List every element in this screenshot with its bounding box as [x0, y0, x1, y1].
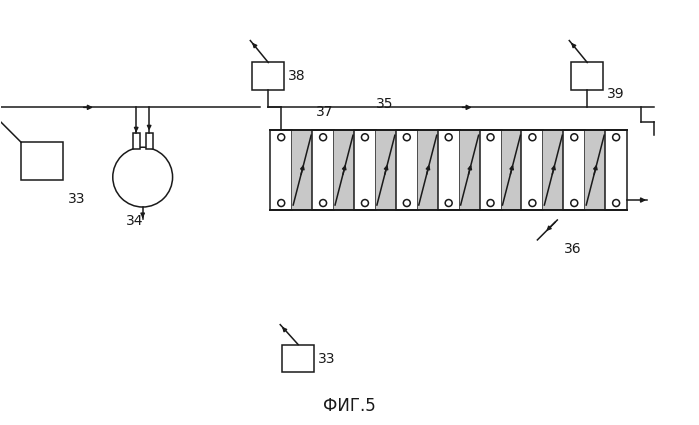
Text: 33: 33 — [68, 192, 85, 206]
Bar — [282, 345, 314, 372]
Bar — [334, 130, 354, 210]
Text: 33: 33 — [318, 351, 336, 366]
Text: 36: 36 — [564, 242, 582, 256]
Bar — [21, 142, 63, 180]
Bar — [571, 62, 603, 91]
Bar — [145, 133, 152, 149]
Bar — [271, 130, 292, 210]
Bar — [418, 130, 438, 210]
Bar — [354, 130, 376, 210]
Bar — [543, 130, 563, 210]
Text: 34: 34 — [126, 214, 143, 228]
Bar — [501, 130, 521, 210]
Bar — [585, 130, 605, 210]
Bar — [252, 62, 284, 91]
Bar — [563, 130, 585, 210]
Bar — [292, 130, 312, 210]
Text: 38: 38 — [288, 69, 306, 83]
Bar — [521, 130, 543, 210]
Bar — [460, 130, 480, 210]
Text: ФИГ.5: ФИГ.5 — [323, 397, 376, 415]
Bar — [438, 130, 460, 210]
Text: 39: 39 — [607, 88, 625, 102]
Bar — [605, 130, 627, 210]
Bar — [376, 130, 396, 210]
Bar — [312, 130, 334, 210]
Bar — [480, 130, 501, 210]
Bar — [396, 130, 418, 210]
Text: 37: 37 — [317, 105, 334, 119]
Text: 35: 35 — [376, 97, 394, 111]
Bar — [133, 133, 140, 149]
